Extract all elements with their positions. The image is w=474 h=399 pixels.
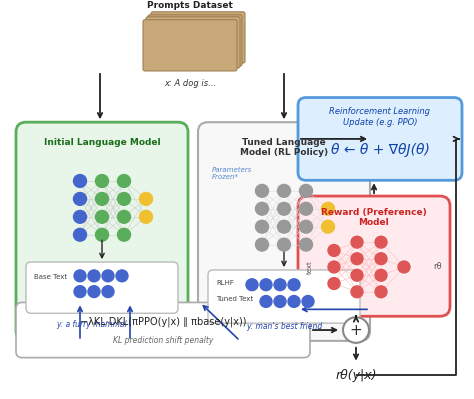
Text: x: A dog is...: x: A dog is...	[164, 79, 216, 88]
Circle shape	[274, 296, 286, 307]
Text: Reward (Preference)
Model: Reward (Preference) Model	[321, 208, 427, 227]
Circle shape	[274, 279, 286, 290]
Circle shape	[118, 192, 130, 205]
Circle shape	[95, 228, 109, 241]
FancyBboxPatch shape	[143, 20, 237, 71]
Circle shape	[74, 270, 86, 282]
Text: text: text	[307, 260, 313, 274]
Circle shape	[300, 202, 312, 215]
Text: rθ(y|x): rθ(y|x)	[335, 369, 377, 382]
Circle shape	[260, 279, 272, 290]
Circle shape	[139, 210, 153, 223]
Circle shape	[375, 269, 387, 281]
Circle shape	[300, 184, 312, 197]
FancyBboxPatch shape	[298, 196, 450, 316]
Circle shape	[398, 261, 410, 273]
Circle shape	[328, 245, 340, 256]
FancyBboxPatch shape	[151, 12, 245, 63]
Text: Tuned Language
Model (RL Policy): Tuned Language Model (RL Policy)	[240, 138, 328, 157]
Circle shape	[321, 202, 335, 215]
FancyBboxPatch shape	[298, 97, 462, 180]
Circle shape	[351, 236, 363, 248]
Circle shape	[328, 278, 340, 289]
Circle shape	[277, 202, 291, 215]
FancyBboxPatch shape	[148, 15, 242, 66]
Text: Prompts Dataset: Prompts Dataset	[147, 1, 233, 10]
Circle shape	[343, 317, 369, 343]
Circle shape	[95, 192, 109, 205]
Circle shape	[375, 236, 387, 248]
Circle shape	[139, 192, 153, 205]
Text: Parameters
Frozen*: Parameters Frozen*	[212, 168, 252, 180]
Text: Tuned Text: Tuned Text	[216, 296, 253, 302]
FancyBboxPatch shape	[26, 262, 178, 313]
Circle shape	[118, 228, 130, 241]
Text: KL prediction shift penalty: KL prediction shift penalty	[113, 336, 213, 345]
Circle shape	[255, 220, 268, 233]
Circle shape	[95, 175, 109, 188]
Text: Initial Language Model: Initial Language Model	[44, 138, 160, 147]
Circle shape	[116, 270, 128, 282]
Circle shape	[73, 210, 86, 223]
Circle shape	[88, 286, 100, 298]
Text: y: a furry mammal: y: a furry mammal	[57, 320, 128, 329]
Circle shape	[375, 253, 387, 265]
Circle shape	[102, 286, 114, 298]
FancyBboxPatch shape	[16, 302, 310, 358]
Circle shape	[328, 261, 340, 273]
Circle shape	[118, 175, 130, 188]
Circle shape	[288, 296, 300, 307]
Circle shape	[277, 220, 291, 233]
Circle shape	[73, 228, 86, 241]
Circle shape	[88, 270, 100, 282]
Text: Reinforcement Learning
Update (e.g. PPO): Reinforcement Learning Update (e.g. PPO)	[329, 107, 430, 127]
Circle shape	[255, 202, 268, 215]
Text: RLHF: RLHF	[216, 280, 234, 286]
Circle shape	[255, 184, 268, 197]
FancyBboxPatch shape	[146, 17, 240, 68]
Circle shape	[255, 238, 268, 251]
Text: −λKL·DKL(πPPO(y|x) ∥ πbase(y|x)): −λKL·DKL(πPPO(y|x) ∥ πbase(y|x))	[80, 316, 246, 327]
Text: rθ: rθ	[434, 263, 442, 271]
FancyBboxPatch shape	[208, 270, 360, 323]
Circle shape	[277, 238, 291, 251]
Circle shape	[95, 210, 109, 223]
Circle shape	[260, 296, 272, 307]
Circle shape	[375, 286, 387, 298]
FancyBboxPatch shape	[198, 122, 370, 341]
Text: Base Text: Base Text	[34, 274, 67, 280]
FancyBboxPatch shape	[16, 122, 188, 341]
Circle shape	[351, 253, 363, 265]
Circle shape	[73, 175, 86, 188]
Circle shape	[351, 286, 363, 298]
Circle shape	[351, 269, 363, 281]
Text: θ ← θ + ∇θJ(θ): θ ← θ + ∇θJ(θ)	[330, 143, 429, 157]
Text: y: man's best friend: y: man's best friend	[246, 322, 322, 331]
Circle shape	[73, 192, 86, 205]
Circle shape	[277, 184, 291, 197]
Circle shape	[302, 296, 314, 307]
Circle shape	[300, 220, 312, 233]
Circle shape	[246, 279, 258, 290]
Circle shape	[300, 238, 312, 251]
Circle shape	[74, 286, 86, 298]
Circle shape	[102, 270, 114, 282]
Circle shape	[288, 279, 300, 290]
Circle shape	[321, 220, 335, 233]
Circle shape	[118, 210, 130, 223]
Text: +: +	[350, 322, 363, 338]
